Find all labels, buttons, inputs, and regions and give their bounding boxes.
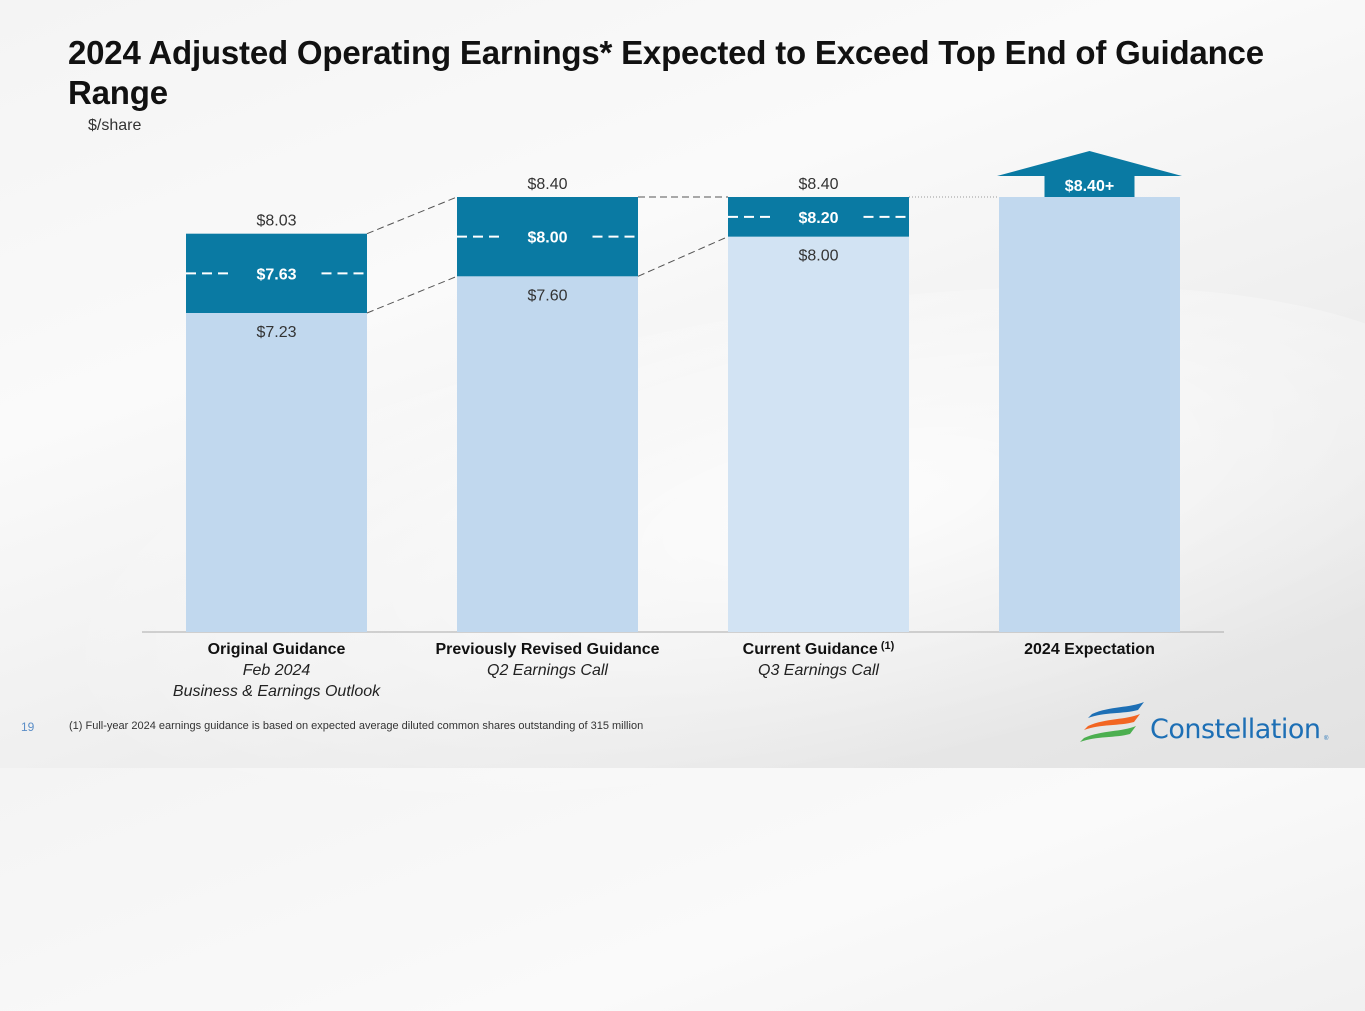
bar-base-2 bbox=[728, 236, 909, 632]
connector-low-line bbox=[637, 236, 729, 277]
label-expectation: $8.40+ bbox=[1065, 178, 1114, 195]
category-superscript: (1) bbox=[878, 640, 895, 652]
up-arrow-icon bbox=[997, 151, 1182, 197]
label-low: $7.23 bbox=[256, 324, 296, 341]
bar-range-2 bbox=[728, 197, 909, 237]
bar-range-1 bbox=[457, 197, 638, 277]
category-label: Previously Revised Guidance bbox=[435, 641, 659, 658]
label-low: $7.60 bbox=[527, 287, 567, 304]
bar-range-0 bbox=[186, 233, 367, 313]
connector-low-line bbox=[366, 275, 458, 314]
label-high: $8.40 bbox=[798, 176, 838, 193]
earnings-chart: $7.63 $8.03 $7.23 Original Guidance Feb 2024… bbox=[142, 151, 1224, 700]
label-mid: $8.20 bbox=[798, 210, 838, 227]
category-sublabel: Q2 Earnings Call bbox=[487, 662, 608, 679]
bar-base-1 bbox=[457, 276, 638, 632]
logo-registered-mark: ® bbox=[1324, 736, 1329, 742]
connector-high-line bbox=[366, 196, 458, 235]
slide-title: 2024 Adjusted Operating Earnings* Expect… bbox=[68, 34, 1264, 111]
label-mid: $7.63 bbox=[256, 266, 296, 283]
label-high: $8.03 bbox=[256, 213, 296, 230]
bar-base-3 bbox=[999, 197, 1180, 632]
label-mid: $8.00 bbox=[527, 230, 567, 247]
category-label: Current Guidance (1) bbox=[743, 640, 895, 658]
label-low: $8.00 bbox=[798, 248, 838, 265]
bar-base-0 bbox=[186, 313, 367, 632]
category-sublabel: Business & Earnings Outlook bbox=[173, 683, 381, 700]
category-label: Original Guidance bbox=[208, 641, 346, 658]
category-label: 2024 Expectation bbox=[1024, 641, 1155, 658]
footnote: (1) Full-year 2024 earnings guidance is … bbox=[69, 720, 644, 732]
category-sublabel: Q3 Earnings Call bbox=[758, 662, 879, 679]
logo-text: Constellation bbox=[1150, 714, 1321, 745]
label-high: $8.40 bbox=[527, 176, 567, 193]
logo-stripes-icon bbox=[1080, 702, 1144, 742]
page-number: 19 bbox=[21, 720, 35, 734]
constellation-logo: Constellation ® bbox=[1080, 700, 1340, 750]
unit-label: $/share bbox=[88, 117, 142, 134]
category-sublabel: Feb 2024 bbox=[243, 662, 311, 679]
